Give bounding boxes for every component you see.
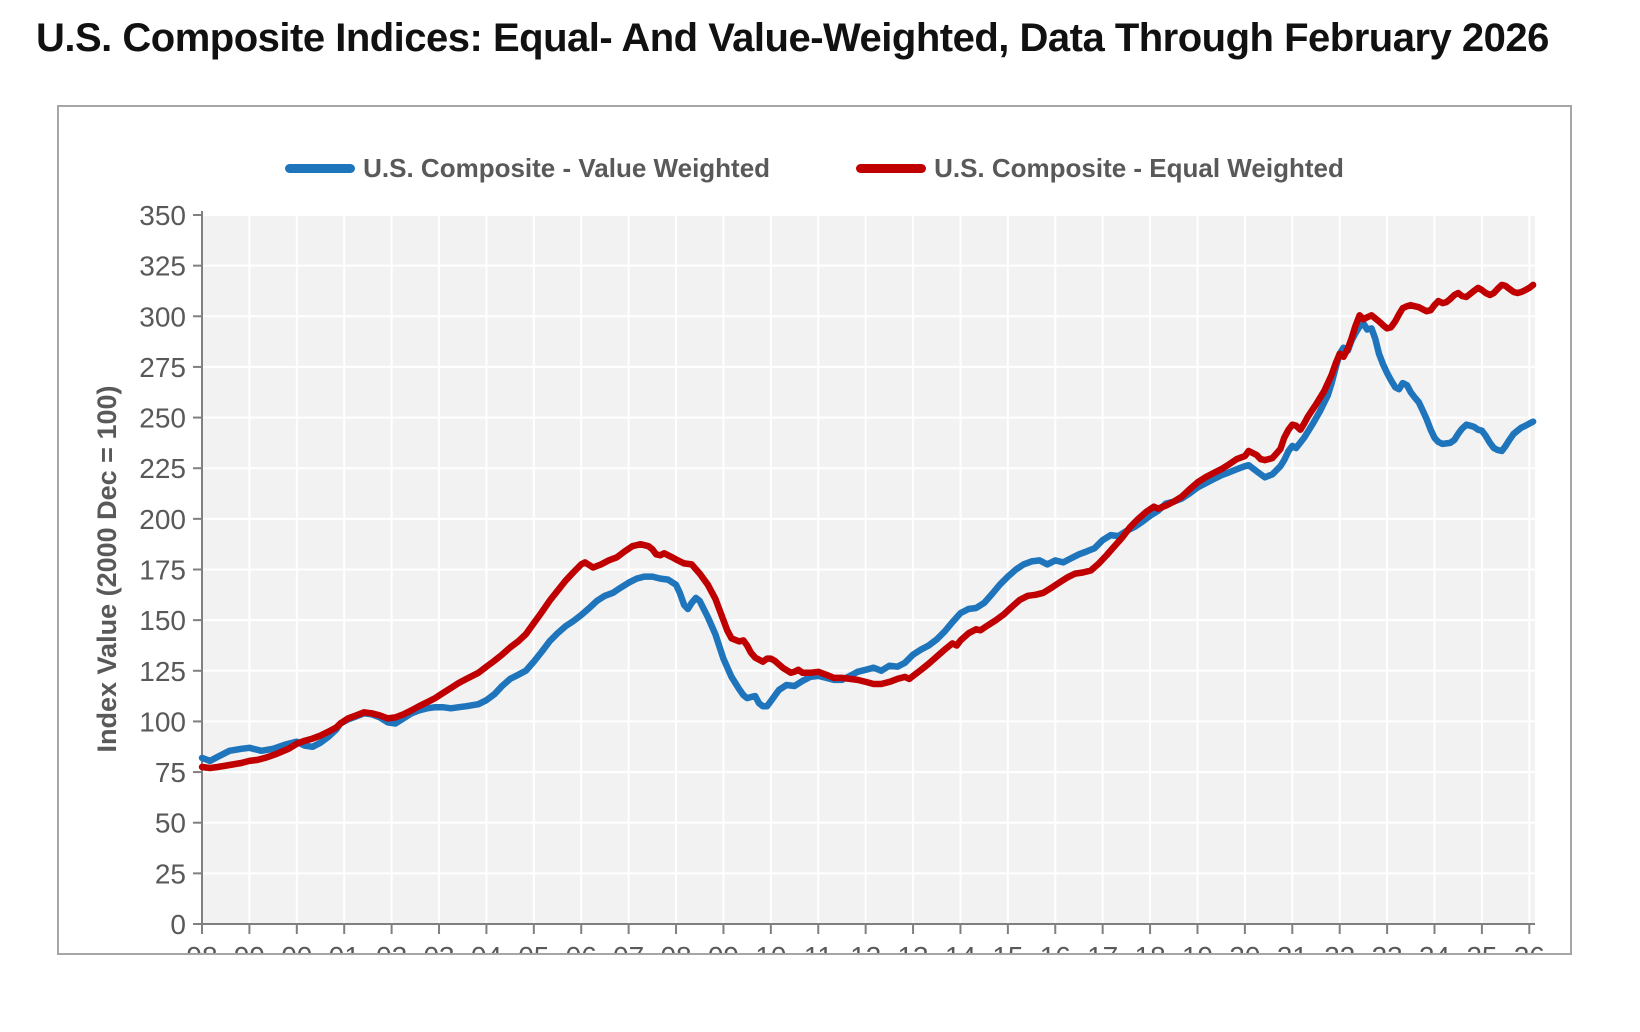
y-tick-label: 325	[139, 251, 186, 282]
x-tick-label: 01	[329, 941, 360, 953]
x-tick-label: 11	[804, 941, 833, 953]
x-tick-label: 19	[1182, 941, 1213, 953]
x-tick-label: 18	[1135, 941, 1166, 953]
x-tick-label: 17	[1087, 941, 1118, 953]
x-tick-label: 26	[1514, 941, 1545, 953]
x-tick-label: 09	[708, 941, 739, 953]
legend-item-value-weighted: U.S. Composite - Value Weighted	[285, 153, 770, 184]
x-tick-label: 13	[897, 941, 928, 953]
x-tick-label: 98	[186, 941, 217, 953]
x-tick-label: 03	[423, 941, 454, 953]
x-tick-label: 05	[518, 941, 549, 953]
x-tick-label: 15	[992, 941, 1023, 953]
x-tick-label: 08	[660, 941, 691, 953]
chart-container: U.S. Composite - Value Weighted U.S. Com…	[57, 105, 1572, 955]
legend-swatch-equal-weighted-icon	[856, 164, 927, 173]
y-tick-label: 175	[139, 555, 186, 586]
y-tick-label: 50	[155, 808, 186, 839]
chart-svg: 0255075100125150175200225250275300325350…	[139, 200, 1545, 953]
tick-labels: 0255075100125150175200225250275300325350…	[139, 200, 1545, 953]
axes	[193, 211, 1535, 934]
y-tick-label: 25	[155, 858, 186, 889]
x-tick-label: 12	[850, 941, 881, 953]
x-tick-label: 10	[755, 941, 786, 953]
page-title: U.S. Composite Indices: Equal- And Value…	[36, 16, 1549, 60]
series-line-value-weighted	[198, 320, 1537, 765]
y-tick-label: 225	[139, 453, 186, 484]
gridlines	[202, 214, 1535, 924]
x-tick-label: 24	[1419, 941, 1450, 953]
x-tick-label: 21	[1277, 941, 1308, 953]
x-tick-label: 99	[234, 941, 265, 953]
x-tick-label: 16	[1040, 941, 1071, 953]
y-tick-label: 100	[139, 706, 186, 737]
x-tick-label: 20	[1229, 941, 1260, 953]
y-tick-label: 275	[139, 352, 186, 383]
y-tick-label: 75	[155, 757, 186, 788]
series-line-equal-weighted	[198, 281, 1537, 772]
x-tick-label: 23	[1372, 941, 1403, 953]
legend-label-value-weighted: U.S. Composite - Value Weighted	[363, 153, 771, 183]
y-tick-label: 150	[139, 605, 186, 636]
legend-label-equal-weighted: U.S. Composite - Equal Weighted	[934, 153, 1344, 183]
legend-swatch-value-weighted-icon	[285, 164, 356, 173]
x-tick-label: 25	[1466, 941, 1497, 953]
y-tick-label: 250	[139, 403, 186, 434]
legend-item-equal-weighted: U.S. Composite - Equal Weighted	[856, 153, 1344, 184]
x-tick-label: 06	[566, 941, 597, 953]
y-tick-label: 125	[139, 656, 186, 687]
chart-legend: U.S. Composite - Value Weighted U.S. Com…	[59, 153, 1570, 184]
x-tick-label: 07	[613, 941, 644, 953]
x-tick-label: 02	[376, 941, 407, 953]
y-tick-label: 200	[139, 504, 186, 535]
y-tick-label: 300	[139, 301, 186, 332]
y-tick-label: 0	[170, 909, 186, 940]
x-tick-label: 22	[1324, 941, 1355, 953]
x-tick-label: 14	[945, 941, 976, 953]
x-tick-label: 00	[281, 941, 312, 953]
x-tick-label: 04	[471, 941, 502, 953]
y-tick-label: 350	[139, 200, 186, 231]
